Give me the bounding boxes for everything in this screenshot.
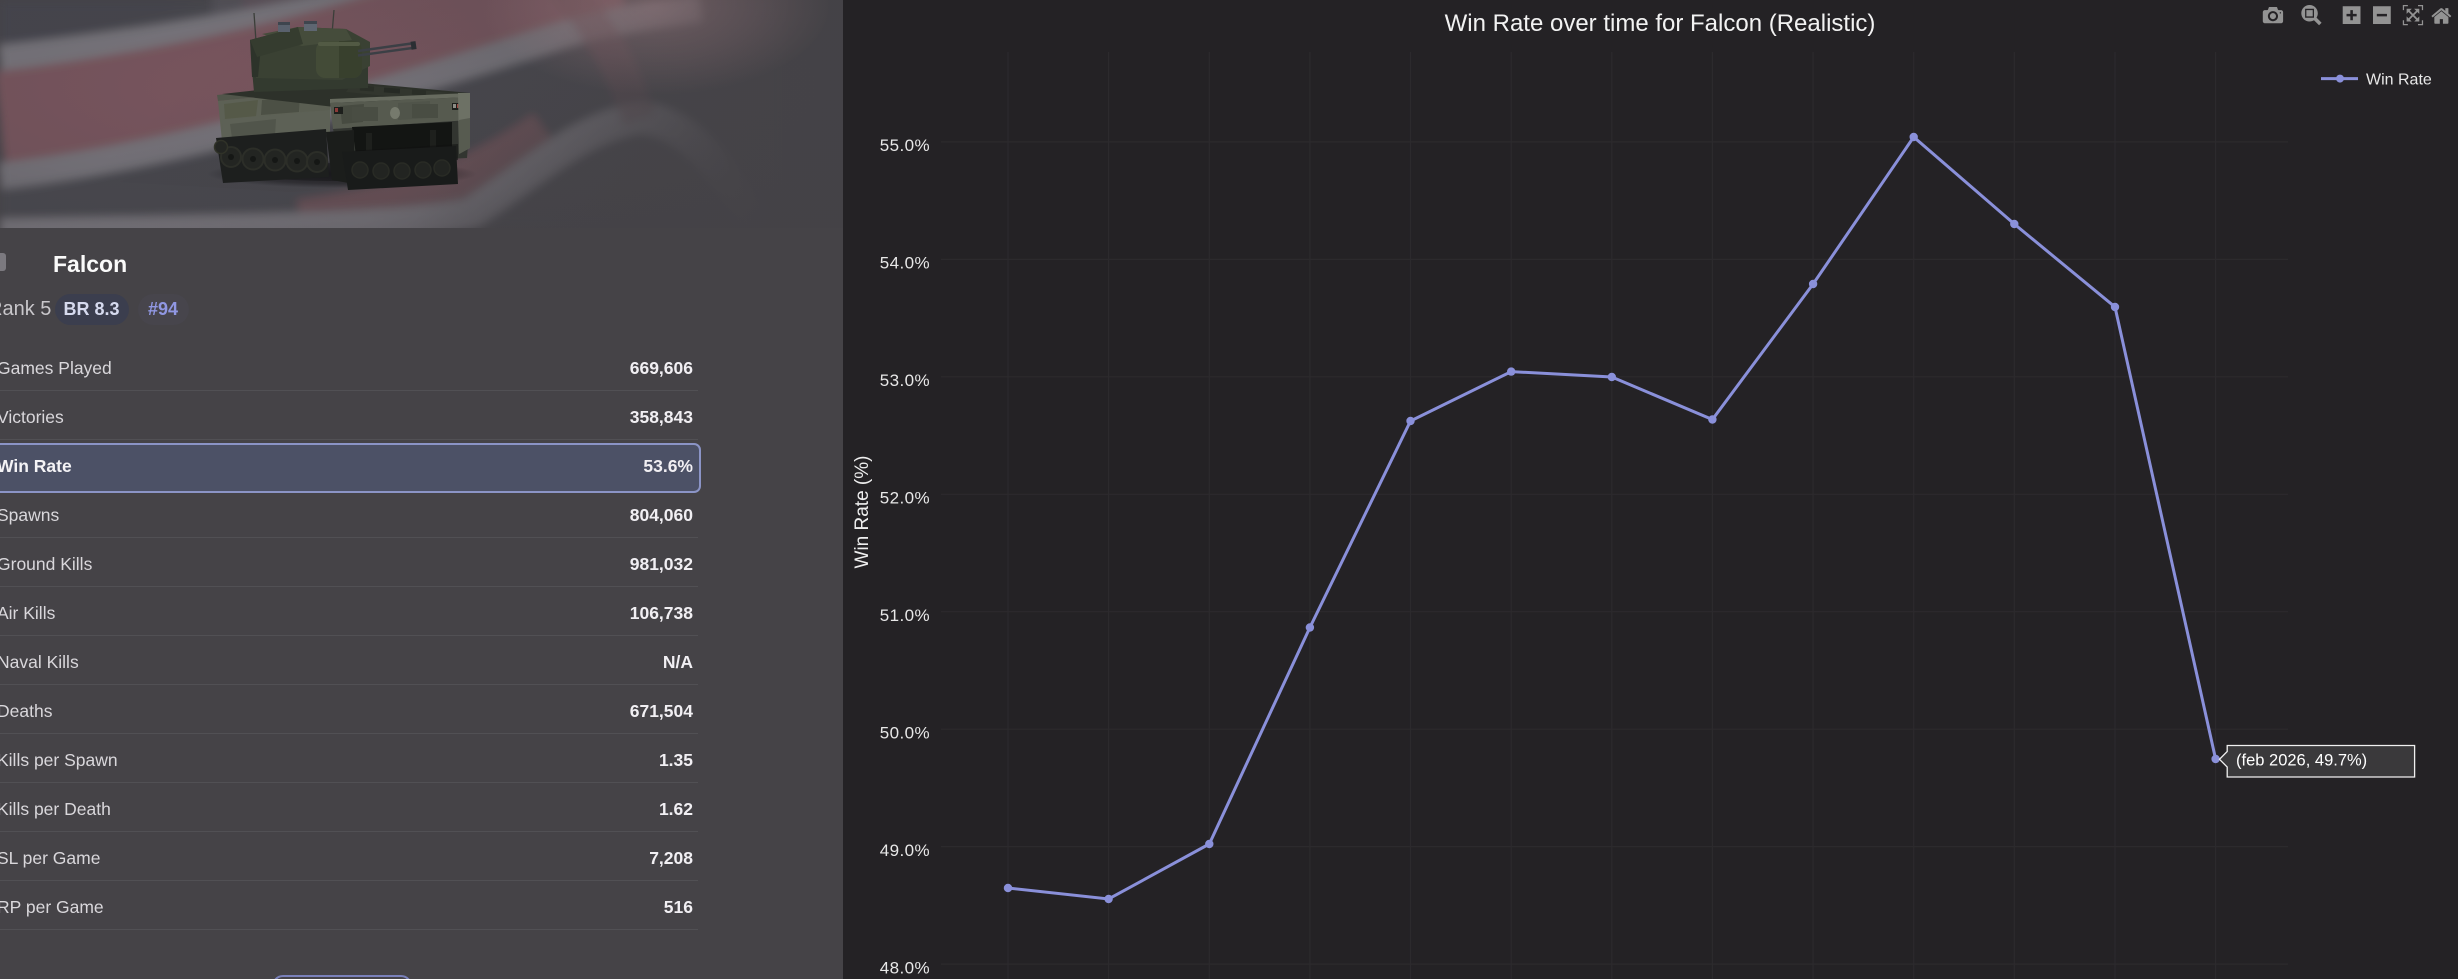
svg-text:52.0%: 52.0% bbox=[880, 489, 930, 508]
svg-text:48.0%: 48.0% bbox=[880, 958, 930, 977]
svg-text:49.0%: 49.0% bbox=[880, 841, 930, 860]
svg-text:(feb 2026, 49.7%): (feb 2026, 49.7%) bbox=[2236, 752, 2367, 770]
svg-text:Win Rate: Win Rate bbox=[2366, 71, 2432, 88]
svg-text:Win Rate (%): Win Rate (%) bbox=[852, 456, 873, 569]
svg-text:55.0%: 55.0% bbox=[880, 136, 930, 155]
svg-text:53.0%: 53.0% bbox=[880, 371, 930, 390]
svg-text:54.0%: 54.0% bbox=[880, 254, 930, 273]
svg-text:51.0%: 51.0% bbox=[880, 606, 930, 625]
svg-text:50.0%: 50.0% bbox=[880, 724, 930, 743]
svg-text:Win Rate over time for Falcon: Win Rate over time for Falcon (Realistic… bbox=[1445, 10, 1876, 37]
